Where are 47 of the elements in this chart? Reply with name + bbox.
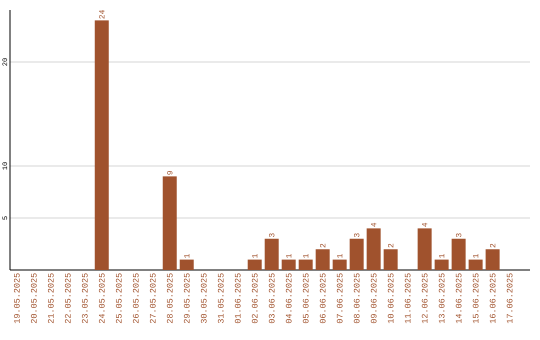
x-tick-label: 31.05.2025: [218, 273, 224, 324]
bar: [332, 260, 347, 270]
x-tick-label: 16.06.2025: [490, 273, 496, 324]
x-tick-label: 19.05.2025: [14, 273, 20, 324]
x-tick-label: 25.05.2025: [116, 273, 122, 324]
x-tick-label: 21.05.2025: [48, 273, 54, 324]
x-tick-label: 23.05.2025: [82, 273, 88, 324]
x-tick-label: 06.06.2025: [320, 273, 326, 324]
x-tick-label: 01.06.2025: [234, 273, 241, 324]
x-tick-label: 20.05.2025: [30, 273, 37, 324]
bar: [452, 238, 466, 270]
bar: [264, 238, 279, 270]
x-tick-label: 15.06.2025: [472, 273, 478, 324]
bar: [468, 260, 483, 270]
bar: [298, 260, 313, 270]
x-tick-label: 13.06.2025: [438, 273, 445, 324]
bar: [384, 249, 398, 270]
x-tick-label: 02.06.2025: [252, 273, 258, 324]
x-tick-label: 26.05.2025: [132, 273, 139, 324]
x-tick-label: 09.06.2025: [370, 273, 377, 324]
x-tick-label: 03.06.2025: [268, 273, 275, 324]
x-tick-label: 27.05.2025: [150, 273, 156, 324]
x-tick-label: 30.05.2025: [200, 273, 207, 324]
bar: [316, 249, 330, 270]
x-tick-label: 05.06.2025: [302, 273, 309, 324]
bar: [248, 260, 262, 270]
bar: [94, 20, 109, 270]
bar: [350, 238, 364, 270]
bar: [180, 260, 194, 270]
bar: [434, 260, 449, 270]
x-tick-label: 04.06.2025: [286, 273, 292, 324]
x-tick-label: 14.06.2025: [456, 273, 462, 324]
x-tick-label: 22.05.2025: [64, 273, 71, 324]
x-tick-label: 10.06.2025: [388, 273, 394, 324]
x-tick-label: 11.06.2025: [404, 273, 411, 324]
x-tick-label: 12.06.2025: [422, 273, 428, 324]
x-tick-label: 17.06.2025: [506, 273, 512, 324]
bar: [162, 176, 177, 270]
bar: [418, 228, 432, 270]
bar: [486, 249, 500, 270]
bar: [282, 260, 296, 270]
x-tick-label: 29.05.2025: [184, 273, 190, 324]
x-tick-label: 08.06.2025: [354, 273, 360, 324]
bar: [366, 228, 381, 270]
x-tick-label: 28.05.2025: [166, 273, 173, 324]
x-tick-label: 07.06.2025: [336, 273, 343, 324]
x-tick-label: 24.05.2025: [98, 273, 105, 324]
